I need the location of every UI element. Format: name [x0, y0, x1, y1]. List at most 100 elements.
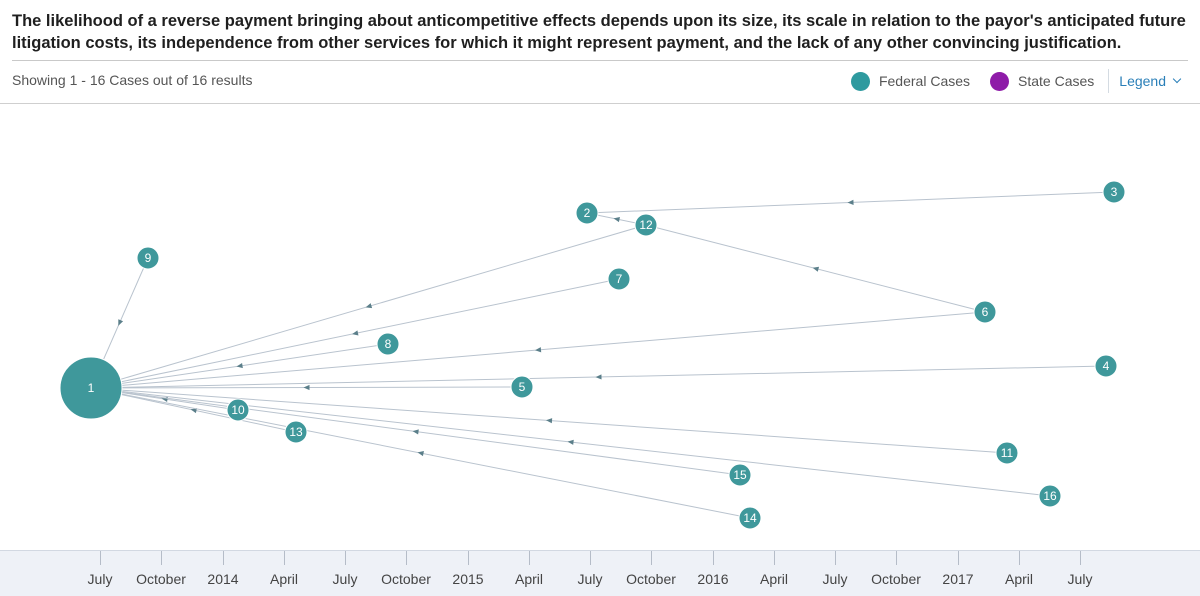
legend-toggle-button[interactable]: Legend [1119, 73, 1182, 89]
case-node-circle[interactable] [738, 506, 762, 530]
case-node-6[interactable]: 6 [973, 300, 997, 324]
state-dot-icon [990, 71, 1010, 91]
edge-arrow-icon [847, 199, 854, 205]
legend-federal[interactable]: Federal Cases [850, 71, 971, 91]
legend-separator [1108, 69, 1110, 93]
timeline-label: 2017 [942, 571, 974, 587]
case-node-4[interactable]: 4 [1094, 354, 1118, 378]
timeline-label: 2014 [207, 571, 239, 587]
edge-arrow-icon [365, 303, 373, 309]
timeline-label: July [332, 571, 358, 587]
timeline-tick [529, 551, 530, 565]
timeline-label: April [1004, 571, 1034, 587]
timeline-tick [161, 551, 162, 565]
edge-arrow-icon [546, 418, 553, 424]
timeline-label: October [136, 571, 186, 587]
edge-arrow-icon [535, 347, 542, 353]
timeline-label: July [822, 571, 848, 587]
case-node-circle[interactable] [995, 441, 1019, 465]
legend-bar: Federal Cases State Cases Legend [850, 69, 1182, 93]
edge-arrow-icon [118, 319, 124, 326]
timeline-tick [590, 551, 591, 565]
case-node-circle[interactable] [510, 375, 534, 399]
edge-arrow-icon [412, 429, 419, 435]
timeline-label: October [871, 571, 921, 587]
timeline-label: 2016 [697, 571, 729, 587]
timeline-label: July [1067, 571, 1093, 587]
timeline-label: April [269, 571, 299, 587]
timeline-label: July [87, 571, 113, 587]
case-node-12[interactable]: 12 [634, 213, 658, 237]
legal-proposition-headline: The likelihood of a reverse payment brin… [12, 12, 1186, 52]
case-node-5[interactable]: 5 [510, 375, 534, 399]
timeline-tick [100, 551, 101, 565]
timeline-label: July [577, 571, 603, 587]
case-node-circle[interactable] [376, 332, 400, 356]
case-node-9[interactable]: 9 [136, 246, 160, 270]
edges-layer [90, 191, 1115, 519]
legend-state[interactable]: State Cases [990, 71, 1095, 91]
case-node-circle[interactable] [634, 213, 658, 237]
edge-arrow-icon [303, 384, 310, 391]
case-node-16[interactable]: 16 [1038, 484, 1062, 508]
timeline-tick [223, 551, 224, 565]
case-node-15[interactable]: 15 [728, 463, 752, 487]
case-node-1[interactable]: 1 [59, 356, 123, 420]
case-node-circle[interactable] [728, 463, 752, 487]
legend-toggle-label: Legend [1119, 73, 1166, 89]
timeline-label: October [626, 571, 676, 587]
case-node-circle[interactable] [59, 356, 123, 420]
timeline-tick [345, 551, 346, 565]
timeline-tick [284, 551, 285, 565]
edge-arrow-icon [567, 439, 574, 445]
case-node-circle[interactable] [226, 398, 250, 422]
case-node-11[interactable]: 11 [995, 441, 1019, 465]
edge-arrow-icon [352, 330, 359, 336]
case-node-8[interactable]: 8 [376, 332, 400, 356]
timeline-tick [651, 551, 652, 565]
timeline-tick [1080, 551, 1081, 565]
legend-state-label: State Cases [1018, 73, 1095, 89]
timeline-label: April [514, 571, 544, 587]
edge-arrow-icon [613, 217, 620, 223]
case-node-circle[interactable] [284, 420, 308, 444]
case-node-circle[interactable] [575, 201, 599, 225]
timeline-tick [958, 551, 959, 565]
timeline-axis[interactable]: July October 2014 April July October 2015 April… [0, 550, 1200, 596]
timeline-tick [896, 551, 897, 565]
edge-arrow-icon [236, 362, 243, 369]
chart-divider [0, 103, 1200, 104]
timeline-label: October [381, 571, 431, 587]
federal-dot-icon [850, 71, 870, 91]
timeline-tick [1019, 551, 1020, 565]
edge-arrow-icon [812, 266, 820, 272]
timeline-tick [774, 551, 775, 565]
timeline-label: April [759, 571, 789, 587]
case-node-circle[interactable] [973, 300, 997, 324]
case-node-circle[interactable] [1038, 484, 1062, 508]
case-node-14[interactable]: 14 [738, 506, 762, 530]
case-node-13[interactable]: 13 [284, 420, 308, 444]
case-node-10[interactable]: 10 [226, 398, 250, 422]
case-node-2[interactable]: 2 [575, 201, 599, 225]
edge-arrow-icon [417, 451, 424, 457]
case-node-circle[interactable] [136, 246, 160, 270]
case-node-circle[interactable] [607, 267, 631, 291]
case-node-circle[interactable] [1094, 354, 1118, 378]
case-node-circle[interactable] [1102, 180, 1126, 204]
timeline-tick [713, 551, 714, 565]
edge-arrow-icon [190, 408, 197, 414]
edge-arrow-icon [595, 374, 602, 380]
timeline-tick [406, 551, 407, 565]
case-node-7[interactable]: 7 [607, 267, 631, 291]
timeline-tick [835, 551, 836, 565]
timeline-tick [468, 551, 469, 565]
timeline-label: 2015 [452, 571, 484, 587]
legend-federal-label: Federal Cases [878, 73, 971, 89]
header-divider [12, 60, 1188, 61]
results-count: Showing 1 - 16 Cases out of 16 results [12, 72, 253, 88]
case-node-3[interactable]: 3 [1102, 180, 1126, 204]
